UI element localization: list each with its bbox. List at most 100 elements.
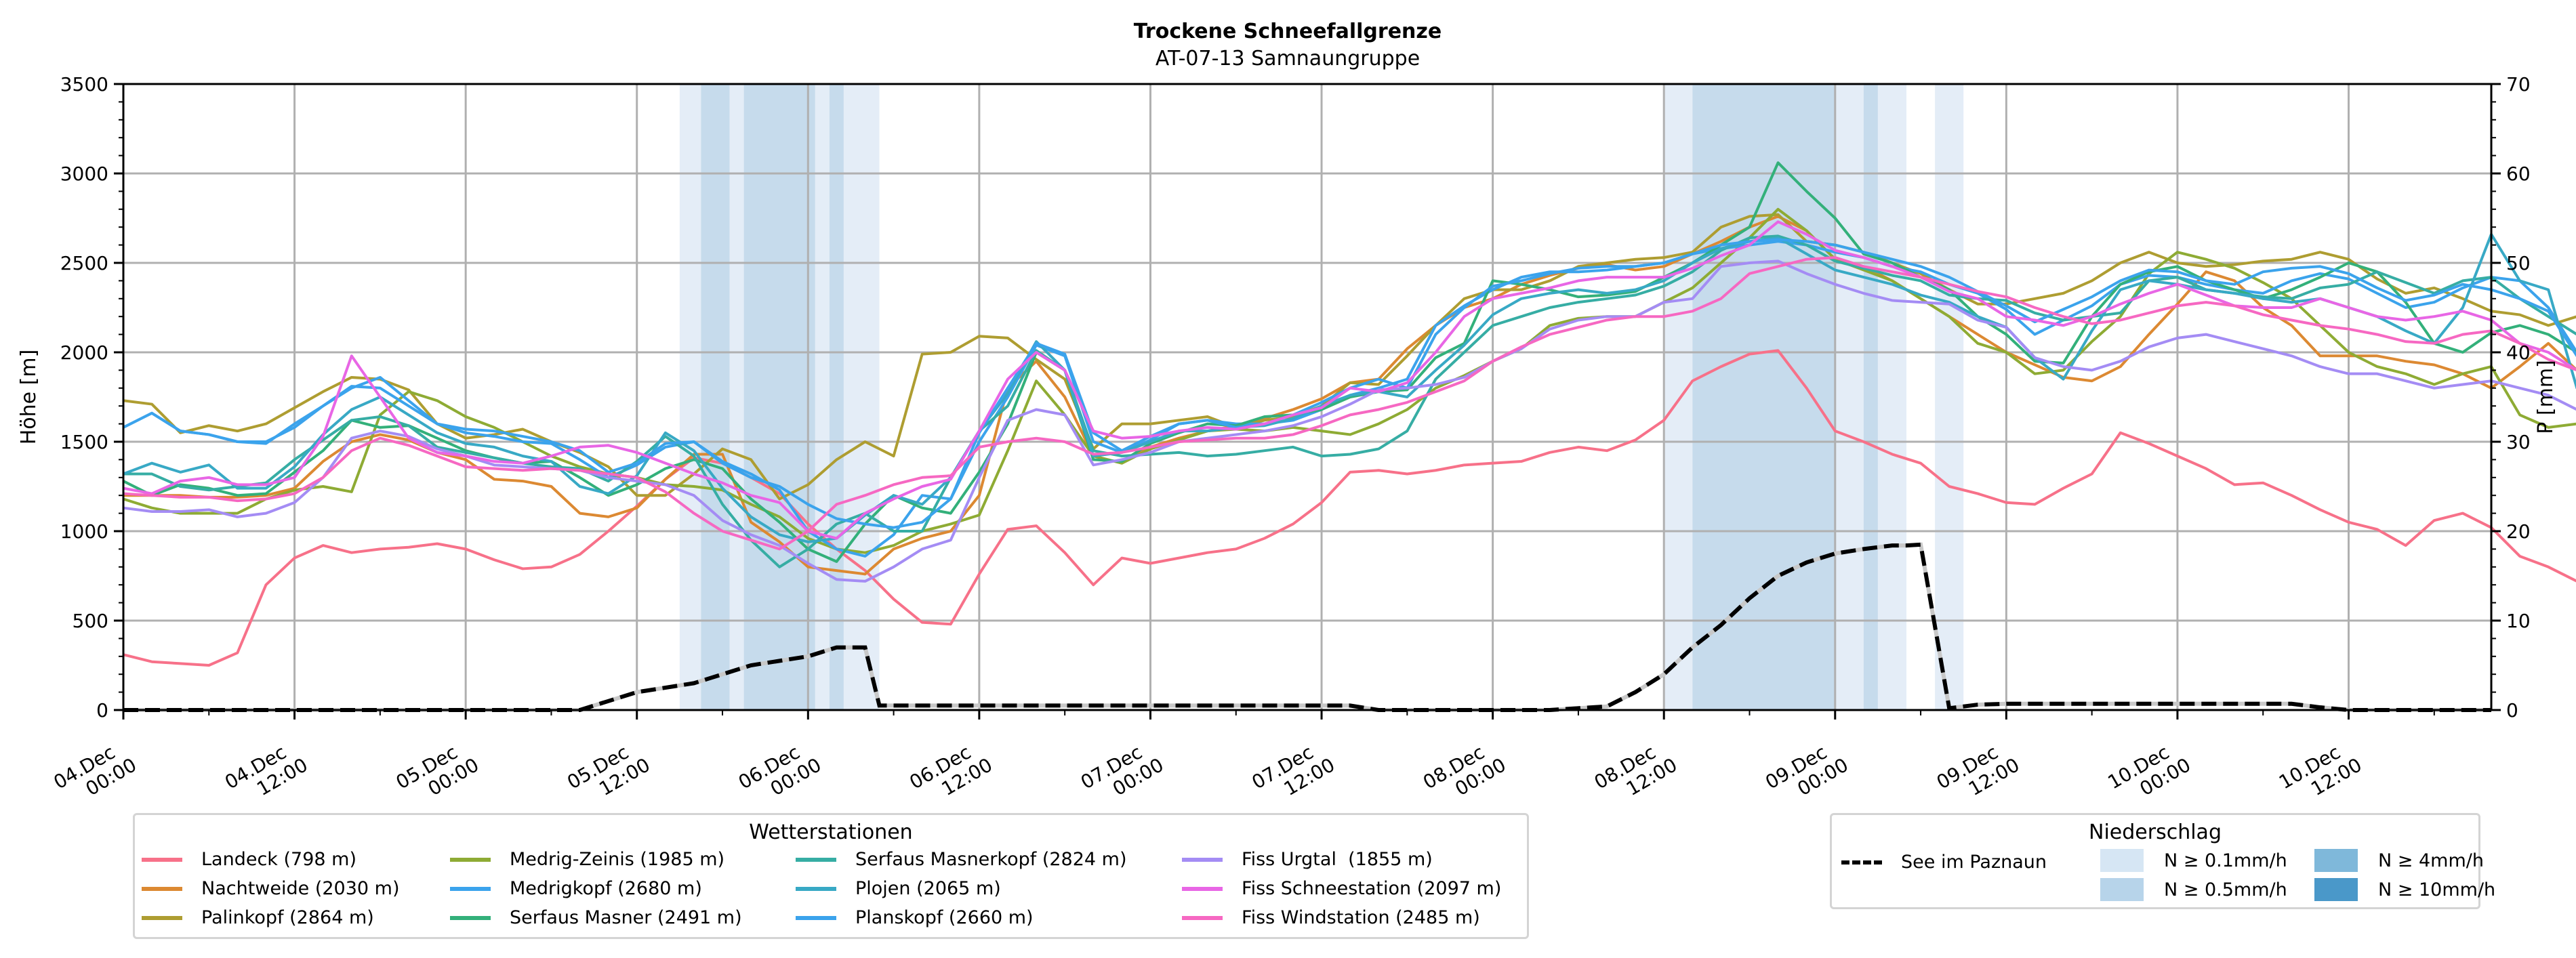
- line-swatch-icon: [1182, 915, 1223, 920]
- line-swatch-icon: [1182, 857, 1223, 862]
- legend-item-station: Planskopf (2660 m): [796, 907, 1034, 928]
- legend-item-see-im-paznaun: See im Paznaun: [1841, 852, 2047, 873]
- precip-band: [815, 84, 830, 710]
- precip-band: [1664, 84, 1693, 710]
- y2-tick-label: 20: [2506, 520, 2531, 543]
- precip-bands: [679, 84, 1964, 710]
- legend-item-station: Serfaus Masnerkopf (2824 m): [796, 849, 1126, 870]
- legend-label: Fiss Windstation (2485 m): [1242, 907, 1480, 928]
- precip-band: [729, 84, 744, 710]
- legend-label: Planskopf (2660 m): [855, 907, 1034, 928]
- line-swatch-icon: [142, 915, 182, 920]
- line-swatch-icon: [450, 857, 491, 862]
- series-line: [123, 207, 2576, 554]
- y2-axis-label: P [mm]: [2534, 360, 2558, 434]
- precip-band: [1863, 84, 1878, 710]
- color-swatch-icon: [2314, 878, 2358, 901]
- grid: [122, 83, 2491, 711]
- precip-line-group: [123, 542, 2491, 712]
- series-line: [123, 220, 2576, 540]
- legend-label: See im Paznaun: [1901, 852, 2047, 873]
- legend-item-station: Fiss Urgtal (1855 m): [1182, 849, 1433, 870]
- y2-tick-label: 50: [2506, 252, 2531, 274]
- precip-band: [1835, 84, 1864, 710]
- precip-legend-title: Niederschlag: [2089, 820, 2222, 844]
- series-line: [123, 161, 2576, 563]
- precip-line-underlay: [123, 542, 2491, 712]
- legend-label: N ≥ 4mm/h: [2378, 850, 2484, 871]
- legend-label: Serfaus Masnerkopf (2824 m): [855, 849, 1127, 870]
- dashed-line-icon: [1841, 860, 1882, 865]
- legend-item-station: Landeck (798 m): [142, 849, 356, 870]
- series-group: [123, 161, 2576, 667]
- y2-tick-label: 70: [2506, 73, 2531, 96]
- y2-tick-label: 30: [2506, 431, 2531, 453]
- precip-band: [701, 84, 730, 710]
- stations-legend-title: Wetterstationen: [749, 820, 913, 844]
- legend-item-precip-level: N ≥ 0.1mm/h: [2100, 849, 2287, 872]
- precip-band: [679, 84, 701, 710]
- y-tick-label: 2500: [60, 252, 108, 274]
- legend-item-precip-level: N ≥ 10mm/h: [2314, 878, 2495, 901]
- legend-label: Serfaus Masner (2491 m): [510, 907, 742, 928]
- chart-title: Trockene Schneefallgrenze: [1134, 20, 1442, 43]
- line-swatch-icon: [450, 915, 491, 920]
- legend-label: Nachtweide (2030 m): [201, 878, 400, 899]
- legend-item-station: Serfaus Masner (2491 m): [450, 907, 742, 928]
- precip-band: [843, 84, 880, 710]
- line-swatch-icon: [1182, 886, 1223, 891]
- precip-line: [123, 542, 2491, 712]
- y-tick-label: 0: [96, 699, 108, 722]
- legend-item-station: Fiss Windstation (2485 m): [1182, 907, 1480, 928]
- legend-item-station: Medrigkopf (2680 m): [450, 878, 702, 899]
- stations-legend: Wetterstationen Landeck (798 m) Nachtweid…: [133, 813, 1529, 939]
- legend-item-station: Nachtweide (2030 m): [142, 878, 399, 899]
- legend-item-precip-level: N ≥ 4mm/h: [2314, 849, 2484, 872]
- series-line: [123, 238, 2576, 529]
- line-swatch-icon: [796, 915, 836, 920]
- series-line: [123, 349, 2576, 667]
- legend-label: Medrig-Zeinis (1985 m): [510, 849, 725, 870]
- legend-label: Palinkopf (2864 m): [201, 907, 374, 928]
- color-swatch-icon: [2314, 849, 2358, 872]
- color-swatch-icon: [2100, 878, 2144, 901]
- legend-label: N ≥ 0.1mm/h: [2164, 850, 2287, 871]
- line-swatch-icon: [450, 886, 491, 891]
- chart-subtitle: AT-07-13 Samnaungruppe: [1156, 47, 1420, 70]
- y2-tick-label: 0: [2506, 699, 2518, 722]
- legend-item-station: Fiss Schneestation (2097 m): [1182, 878, 1501, 899]
- color-swatch-icon: [2100, 849, 2144, 872]
- series-line: [123, 240, 2576, 558]
- legend-item-station: Medrig-Zeinis (1985 m): [450, 849, 724, 870]
- precip-band: [1877, 84, 1907, 710]
- line-swatch-icon: [796, 886, 836, 891]
- precip-band: [743, 84, 815, 710]
- series-line: [123, 256, 2576, 551]
- y2-tick-label: 40: [2506, 341, 2531, 364]
- legend-item-station: Palinkopf (2864 m): [142, 907, 374, 928]
- line-swatch-icon: [142, 857, 182, 862]
- legend-label: Landeck (798 m): [201, 849, 356, 870]
- precip-legend: Niederschlag See im Paznaun N ≥ 0.1mm/h N…: [1830, 813, 2495, 909]
- plot-frame: [122, 83, 2493, 711]
- line-swatch-icon: [142, 886, 182, 891]
- legend-label: N ≥ 0.5mm/h: [2164, 879, 2287, 900]
- precip-band: [1935, 84, 1964, 710]
- series-line: [123, 259, 2576, 583]
- y-tick-label: 1000: [60, 520, 108, 543]
- legend-label: Fiss Schneestation (2097 m): [1242, 878, 1502, 899]
- legend-item-station: Plojen (2065 m): [796, 878, 1001, 899]
- y2-tick-label: 10: [2506, 610, 2531, 632]
- legend-item-precip-level: N ≥ 0.5mm/h: [2100, 878, 2287, 901]
- precip-band: [829, 84, 844, 710]
